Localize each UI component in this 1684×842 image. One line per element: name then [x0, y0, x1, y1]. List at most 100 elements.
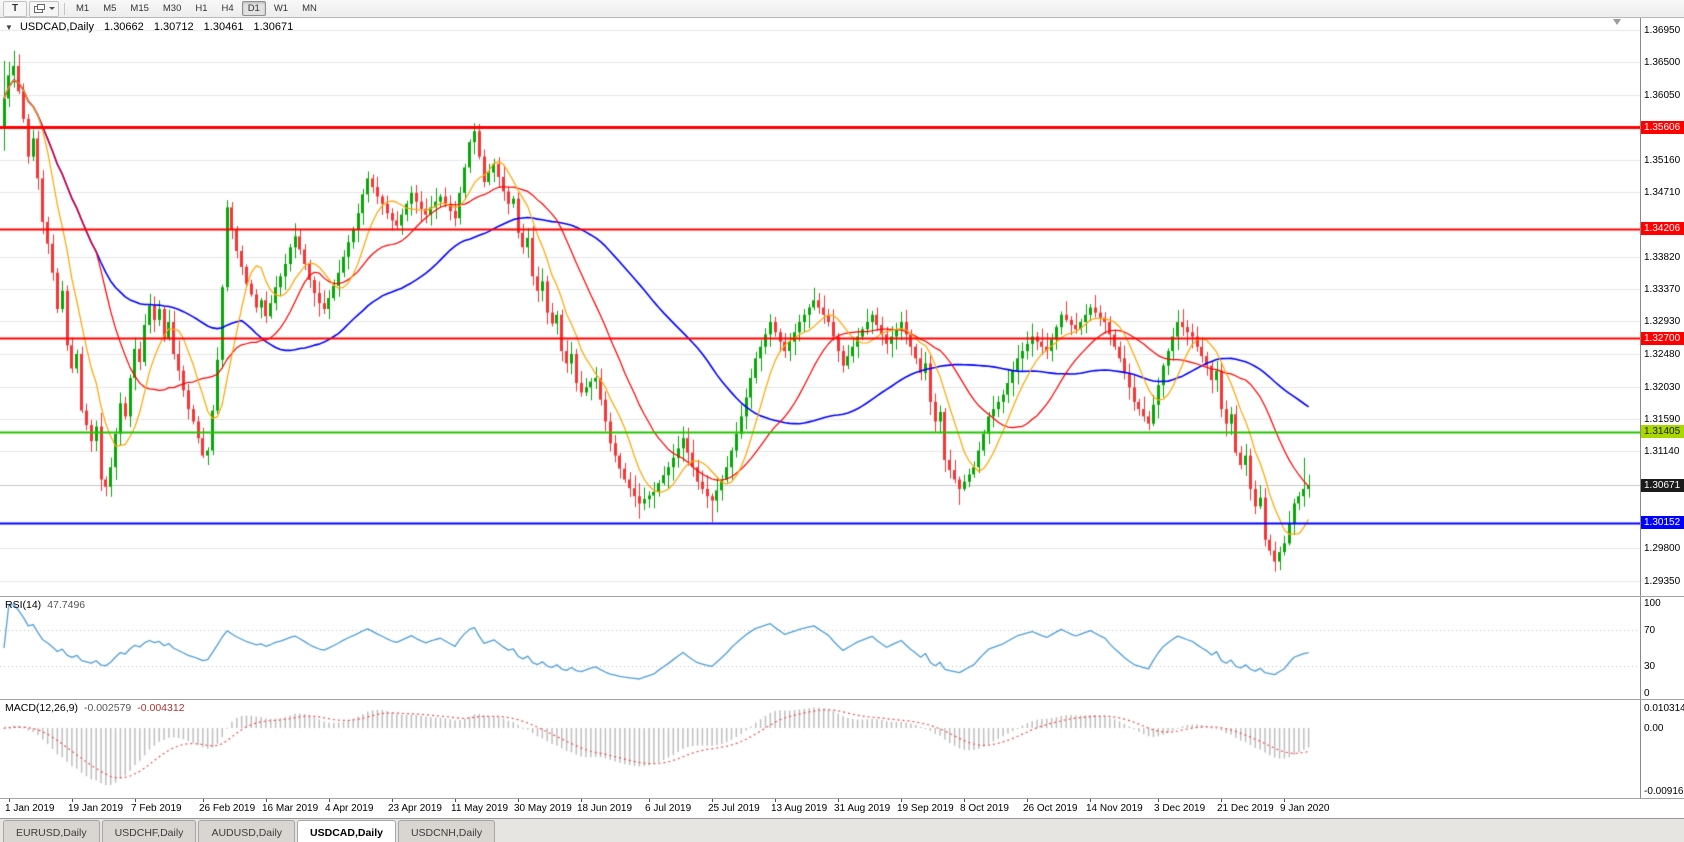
- price-axis-label: 1.33370: [1644, 284, 1681, 296]
- date-axis-label: 9 Jan 2020: [1280, 803, 1330, 814]
- date-tick: [1284, 799, 1285, 802]
- price-axis-label: 1.31590: [1644, 413, 1681, 425]
- chart-tool-button[interactable]: T: [3, 0, 27, 17]
- date-axis-label: 26 Oct 2019: [1023, 803, 1078, 814]
- rsi-value: 47.7496: [47, 599, 86, 611]
- date-tick: [455, 799, 456, 802]
- date-axis[interactable]: 1 Jan 2019 19 Jan 2019 7 Feb 2019 26 Feb 20…: [0, 799, 1684, 818]
- current-price-tag: 1.30671: [1641, 478, 1684, 492]
- timeframe-button-group: M1 M5 M15 M30 H1 H4 D1 W1 MN: [69, 1, 324, 16]
- date-tick: [964, 799, 965, 802]
- date-tick: [775, 799, 776, 802]
- timeframe-button-h4[interactable]: H4: [221, 3, 234, 14]
- date-axis-label: 18 Jun 2019: [577, 803, 633, 814]
- quote-high: 1.30712: [153, 21, 194, 33]
- chart-tab-eurusd[interactable]: EURUSD,Daily: [3, 820, 100, 842]
- date-axis-label: 14 Nov 2019: [1086, 803, 1143, 814]
- rsi-axis-label: 100: [1644, 598, 1661, 609]
- chart-tab-bar: EURUSD,Daily USDCHF,Daily AUDUSD,Daily USDC…: [0, 818, 1684, 842]
- macd-axis-label: 0.00: [1644, 723, 1664, 735]
- date-axis-label: 23 Apr 2019: [388, 803, 442, 814]
- rsi-axis-label: 0: [1644, 688, 1650, 699]
- rsi-panel-canvas[interactable]: [0, 597, 1640, 699]
- date-axis-label: 19 Sep 2019: [897, 803, 954, 814]
- price-axis-label: 1.36950: [1644, 24, 1681, 36]
- quote-close: 1.30671: [253, 21, 294, 33]
- date-axis-label: 13 Aug 2019: [771, 803, 828, 814]
- chart-tab-usdchf[interactable]: USDCHF,Daily: [101, 820, 197, 842]
- price-axis-label: 1.29800: [1644, 543, 1681, 555]
- price-axis-label: 1.32930: [1644, 316, 1681, 328]
- chevron-down-icon: [49, 7, 55, 10]
- chart-toolbar: T M1 M5 M15 M30 H1 H4 D1 W1 MN: [0, 0, 1684, 18]
- date-axis-label: 26 Feb 2019: [199, 803, 256, 814]
- tile-windows-icon: [34, 4, 45, 13]
- date-tick: [392, 799, 393, 802]
- price-axis-label: 1.35160: [1644, 154, 1681, 166]
- rsi-axis-label: 70: [1644, 625, 1656, 636]
- date-axis-label: 11 May 2019: [451, 803, 509, 814]
- chart-tab-usdcad[interactable]: USDCAD,Daily: [297, 820, 396, 842]
- panel-separator[interactable]: [0, 596, 1684, 597]
- date-tick: [1221, 799, 1222, 802]
- symbol-period-label: USDCAD,Daily: [19, 21, 94, 33]
- toolbar-separator: [64, 2, 65, 15]
- macd-axis-label: -0.009166: [1644, 786, 1684, 797]
- timeframe-button-w1[interactable]: W1: [273, 3, 289, 14]
- date-axis-label: 1 Jan 2019: [5, 803, 55, 814]
- level-price-tag: 1.32700: [1641, 331, 1684, 345]
- price-axis-label: 1.29350: [1644, 576, 1681, 588]
- date-tick: [1090, 799, 1091, 802]
- price-axis-label: 1.32030: [1644, 381, 1681, 393]
- date-tick: [649, 799, 650, 802]
- timeframe-button-m15[interactable]: M15: [130, 3, 149, 14]
- rsi-axis-label: 30: [1644, 661, 1656, 672]
- date-tick: [901, 799, 902, 802]
- timeframe-button-m30[interactable]: M30: [162, 3, 182, 14]
- macd-main-value: -0.002579: [83, 702, 132, 714]
- rsi-indicator-label: RSI(14) 47.7496: [5, 599, 85, 611]
- timeframe-button-m1[interactable]: M1: [76, 3, 90, 14]
- price-chart-canvas[interactable]: [0, 18, 1640, 596]
- tile-windows-button[interactable]: [29, 0, 59, 17]
- macd-name: MACD(12,26,9): [5, 702, 78, 714]
- chart-title: ▼ USDCAD,Daily 1.30662 1.30712 1.30461 1…: [5, 21, 293, 33]
- date-axis-label: 4 Apr 2019: [325, 803, 374, 814]
- timeframe-button-d1[interactable]: D1: [241, 1, 266, 16]
- macd-signal-value: -0.004312: [137, 702, 185, 714]
- panel-separator[interactable]: [0, 699, 1684, 700]
- date-tick: [203, 799, 204, 802]
- date-axis-label: 31 Aug 2019: [834, 803, 891, 814]
- date-tick: [266, 799, 267, 802]
- macd-panel-canvas[interactable]: [0, 700, 1640, 798]
- price-axis[interactable]: 1.36950 1.36500 1.36050 1.35160 1.34710 1.338…: [1641, 18, 1684, 798]
- collapse-chart-icon[interactable]: ▼: [5, 23, 13, 32]
- chart-tab-usdcnh[interactable]: USDCNH,Daily: [397, 820, 496, 842]
- date-tick: [135, 799, 136, 802]
- date-axis-label: 25 Jul 2019: [708, 803, 760, 814]
- date-tick: [1158, 799, 1159, 802]
- date-tick: [518, 799, 519, 802]
- level-price-tag: 1.30152: [1641, 516, 1684, 530]
- date-tick: [329, 799, 330, 802]
- chart-shift-marker-icon[interactable]: [1613, 19, 1621, 25]
- date-axis-label: 19 Jan 2019: [68, 803, 124, 814]
- price-axis-label: 1.34710: [1644, 187, 1681, 199]
- date-tick: [1027, 799, 1028, 802]
- level-price-tag: 1.31405: [1641, 425, 1684, 439]
- axis-separator: [1640, 18, 1641, 798]
- macd-indicator-label: MACD(12,26,9) -0.002579 -0.004312: [5, 702, 185, 714]
- timeframe-button-mn[interactable]: MN: [302, 3, 317, 14]
- price-axis-label: 1.36050: [1644, 89, 1681, 101]
- timeframe-button-h1[interactable]: H1: [195, 3, 208, 14]
- price-axis-label: 1.32480: [1644, 348, 1681, 360]
- level-price-tag: 1.35606: [1641, 120, 1684, 134]
- quote-open: 1.30662: [104, 21, 144, 33]
- chart-tab-audusd[interactable]: AUDUSD,Daily: [198, 820, 296, 842]
- macd-axis-label: 0.010314: [1644, 703, 1684, 714]
- timeframe-button-m5[interactable]: M5: [103, 3, 117, 14]
- panel-separator: [0, 798, 1684, 799]
- date-axis-label: 3 Dec 2019: [1154, 803, 1206, 814]
- date-tick: [581, 799, 582, 802]
